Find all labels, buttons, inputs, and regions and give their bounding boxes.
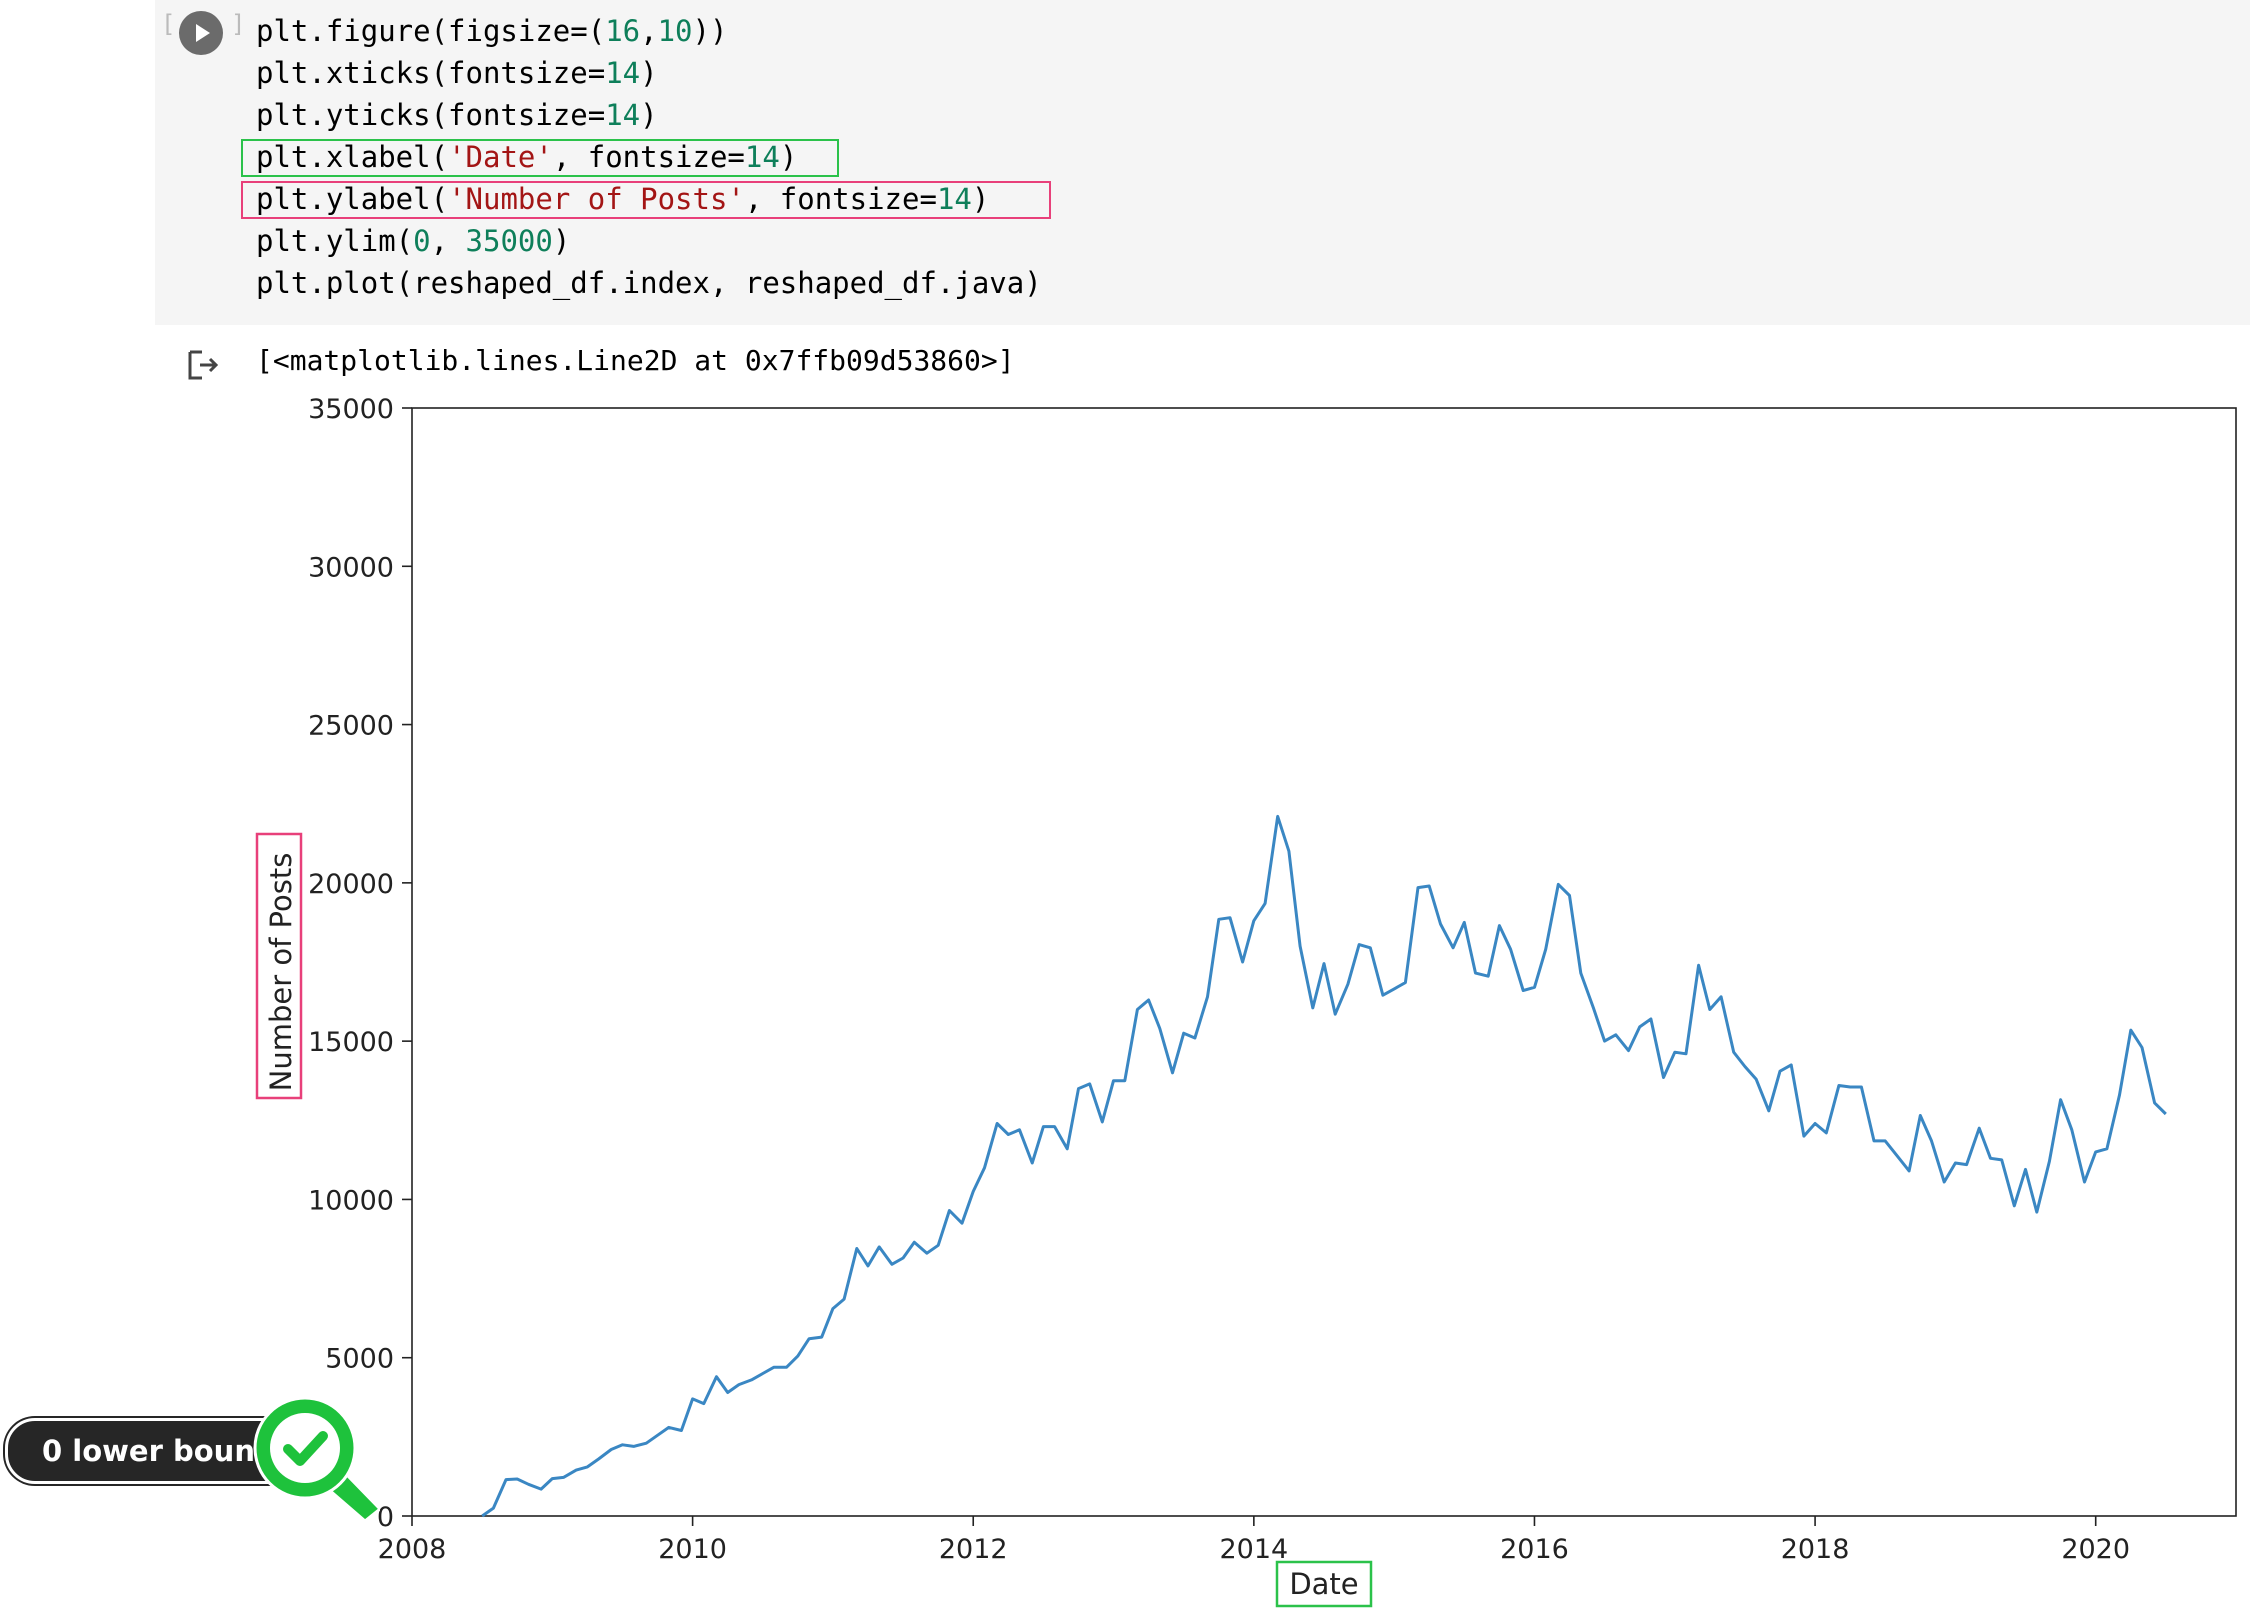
run-cell-button[interactable] xyxy=(179,11,223,55)
x-tick-label: 2012 xyxy=(939,1534,1008,1565)
ylabel-highlight-box xyxy=(241,181,1051,219)
code-token: , xyxy=(430,224,466,258)
code-token: 0 xyxy=(413,224,431,258)
code-line: plt.plot(reshaped_df.index, reshaped_df.… xyxy=(256,262,1042,304)
code-token: , fontsize= xyxy=(744,182,937,216)
plot-area-frame xyxy=(411,407,2237,1517)
code-token: plt.yticks(fontsize= xyxy=(256,98,606,132)
x-axis-label: Date xyxy=(1289,1567,1358,1601)
code-token: 14 xyxy=(605,98,641,132)
code-token: plt.ylabel( xyxy=(256,182,449,216)
callout-label: 0 lower bound xyxy=(42,1434,276,1468)
code-token: 10 xyxy=(657,14,693,48)
code-editor[interactable]: plt.figure(figsize=(16,10)) plt.xticks(fo… xyxy=(256,10,1042,304)
xlabel-highlight-box xyxy=(241,139,839,177)
code-token: plt.figure(figsize=( xyxy=(256,14,606,48)
output-text: [<matplotlib.lines.Line2D at 0x7ffb09d53… xyxy=(256,344,1015,377)
play-icon xyxy=(196,24,210,42)
code-line: plt.xticks(fontsize=14) xyxy=(256,52,1042,94)
code-line: plt.ylim(0, 35000) xyxy=(256,220,1042,262)
code-token: plt.xlabel( xyxy=(256,140,449,174)
code-line: plt.yticks(fontsize=14) xyxy=(256,94,1042,136)
code-cell[interactable]: [ ] xyxy=(155,0,2250,325)
code-token: 14 xyxy=(936,182,972,216)
xlabel-highlight-box xyxy=(1275,1560,1373,1608)
code-token: 14 xyxy=(744,140,780,174)
code-line: plt.figure(figsize=(16,10)) xyxy=(256,10,1042,52)
output-icon xyxy=(188,350,219,380)
code-token: )) xyxy=(692,14,728,48)
code-token: 16 xyxy=(605,14,641,48)
code-token: , fontsize= xyxy=(552,140,745,174)
code-token: plt.ylim( xyxy=(256,224,414,258)
y-tick-label: 0 xyxy=(377,1502,394,1533)
code-token: ) xyxy=(552,224,571,258)
check-badge-icon xyxy=(253,1396,380,1523)
y-tick-label: 20000 xyxy=(308,869,394,900)
x-tick-label: 2016 xyxy=(1500,1534,1569,1565)
code-token: 'Number of Posts' xyxy=(448,182,745,216)
y-tick-label: 10000 xyxy=(308,1185,394,1216)
y-axis-label: Number of Posts xyxy=(264,853,298,1092)
code-token: ) xyxy=(779,140,798,174)
code-token: 35000 xyxy=(465,224,553,258)
code-token: ) xyxy=(640,98,658,132)
y-tick-label: 25000 xyxy=(308,711,394,742)
line-chart: 0 5000 10000 15000 20000 25000 30000 35000 2008… xyxy=(255,394,2237,1608)
x-tick-label: 2014 xyxy=(1219,1534,1288,1565)
code-token: ) xyxy=(971,182,990,216)
y-tick-label: 35000 xyxy=(308,394,394,425)
x-tick-label: 2010 xyxy=(658,1534,727,1565)
code-token: 'Date' xyxy=(448,140,553,174)
code-token: plt.plot(reshaped_df.index, reshaped_df.… xyxy=(256,266,1042,300)
cell-bracket-left: [ xyxy=(161,10,176,38)
y-tick-label: 5000 xyxy=(325,1344,394,1375)
code-line: plt.xlabel('Date', fontsize=14) xyxy=(256,136,1042,178)
y-tick-label: 15000 xyxy=(308,1027,394,1058)
code-token: 14 xyxy=(605,56,641,90)
code-token: , xyxy=(640,14,658,48)
ylabel-highlight-box xyxy=(255,832,303,1100)
x-tick-label: 2020 xyxy=(2061,1534,2130,1565)
x-tick-label: 2008 xyxy=(378,1534,447,1565)
series-line-0 xyxy=(481,814,2167,1518)
code-token: ) xyxy=(640,56,658,90)
y-tick-label: 30000 xyxy=(308,552,394,583)
cell-bracket-right: ] xyxy=(231,10,246,38)
code-line: plt.ylabel('Number of Posts', fontsize=1… xyxy=(256,178,1042,220)
x-tick-label: 2018 xyxy=(1781,1534,1850,1565)
code-token: plt.xticks(fontsize= xyxy=(256,56,606,90)
